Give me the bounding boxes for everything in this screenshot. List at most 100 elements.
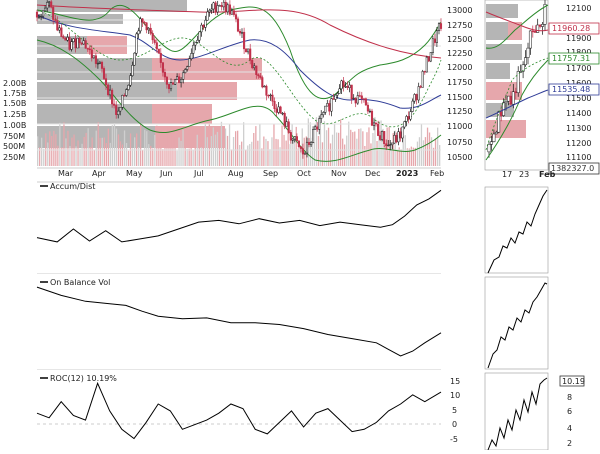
candle-body <box>178 76 181 83</box>
volume-bar <box>222 131 225 166</box>
candle-body <box>279 106 282 114</box>
candle-body <box>184 69 187 74</box>
volume-bar <box>352 132 354 166</box>
candle-body <box>352 97 355 100</box>
volume-bar <box>291 124 293 166</box>
volume-bar <box>162 149 164 166</box>
roc-axis-tick: 5 <box>452 406 457 415</box>
zoom-vbp-bar <box>486 63 510 79</box>
zoom-price-tick: 11100 <box>566 153 591 162</box>
candle-body <box>364 98 367 106</box>
roc-legend: ROC(12) 10.19% <box>40 374 117 383</box>
candle-body <box>216 5 219 13</box>
zoom-vbp-bar <box>486 22 508 40</box>
candle-body <box>387 144 390 147</box>
candle-body <box>303 152 307 155</box>
roc-axis-tick: 15 <box>450 377 460 386</box>
candle-body <box>226 4 229 13</box>
volume-bar <box>43 148 45 166</box>
candle-body <box>389 144 392 146</box>
candle-body <box>190 53 193 60</box>
candle-body <box>350 84 353 100</box>
candle-body <box>111 89 114 105</box>
candle-body <box>344 86 347 88</box>
roc-line <box>36 381 442 440</box>
volume-bar <box>39 147 41 166</box>
zoom-price-tick: 11400 <box>566 109 591 118</box>
volume-bar <box>336 132 338 166</box>
zoom-candle-body <box>541 24 545 27</box>
volume-bar <box>362 131 364 166</box>
candle-body <box>139 18 142 32</box>
volume-bar <box>390 142 392 166</box>
volume-bar <box>67 130 69 166</box>
candle-body <box>320 114 323 119</box>
candle-body <box>393 135 396 144</box>
volume-bar <box>49 131 51 166</box>
candle-body <box>129 75 132 86</box>
x-axis-months: Mar Apr May Jun Jul Aug Sep Oct Nov Dec … <box>58 169 444 178</box>
x-axis-tick: Oct <box>297 169 311 178</box>
price-axis-left: 2.00B 1.75B 1.50B 1.25B 1.00B 750M 500M … <box>3 79 26 162</box>
volume-bars <box>37 117 441 166</box>
x-axis-tick: Jul <box>193 169 204 178</box>
candle-body <box>212 2 215 10</box>
price-tag-box <box>548 83 600 96</box>
candle-body <box>84 40 87 49</box>
zoom-bollinger-lower <box>485 59 549 161</box>
vbp-bar <box>37 0 187 12</box>
zoom-candle-body <box>533 31 537 33</box>
candle-body <box>68 37 71 50</box>
candle-body <box>255 65 258 75</box>
volume-bar <box>416 141 419 166</box>
candle-body <box>381 131 384 140</box>
candle-body <box>220 5 223 8</box>
accum-dist-legend: Accum/Dist <box>40 182 95 191</box>
volume-bar <box>97 122 99 166</box>
candle-body <box>261 77 264 88</box>
volume-bar <box>257 140 259 166</box>
candle-body <box>40 15 43 18</box>
zoom-price-tick: 11600 <box>566 79 591 88</box>
obv-label: On Balance Vol <box>50 278 110 287</box>
volume-bar <box>119 141 122 166</box>
candle-body <box>238 30 242 34</box>
zoom-roc-line <box>487 377 548 451</box>
volume-bar <box>202 131 204 166</box>
candle-body <box>202 24 205 28</box>
candle-body <box>125 89 128 96</box>
volume-bar <box>323 121 326 166</box>
candle-body <box>137 30 140 35</box>
price-axis-tick: 11250 <box>447 107 472 116</box>
candle-body <box>171 82 175 85</box>
zoom-vbp-bar <box>486 44 522 60</box>
candle-body <box>167 84 171 90</box>
candle-body <box>322 112 325 116</box>
volume-bar <box>437 127 439 166</box>
candle-body <box>269 94 272 97</box>
volume-bar <box>346 135 348 166</box>
candle-body <box>253 65 256 69</box>
zoom-candle-body <box>499 111 503 116</box>
zoom-candle-body <box>536 24 540 33</box>
zoom-candle-body <box>492 133 496 142</box>
volume-bar <box>342 138 344 166</box>
volume-bar <box>376 141 378 166</box>
volume-bar <box>348 121 350 166</box>
volume-axis-tick: 1.25B <box>3 110 26 119</box>
volume-bar <box>340 119 342 166</box>
candle-body <box>74 38 77 49</box>
volume-bar <box>190 145 192 166</box>
volume-bar <box>99 137 101 166</box>
zoom-candle-body <box>494 131 498 135</box>
volume-bar <box>218 137 221 166</box>
volume-bar <box>127 150 130 166</box>
candle-body <box>310 142 313 146</box>
candle-body <box>210 8 213 11</box>
roc-axis-tick: -5 <box>450 435 458 444</box>
volume-bar <box>325 130 328 166</box>
candle-body <box>155 42 158 50</box>
candle-body <box>192 44 195 54</box>
volume-bar <box>424 137 427 166</box>
zoom-price-tick: 12100 <box>566 4 591 13</box>
